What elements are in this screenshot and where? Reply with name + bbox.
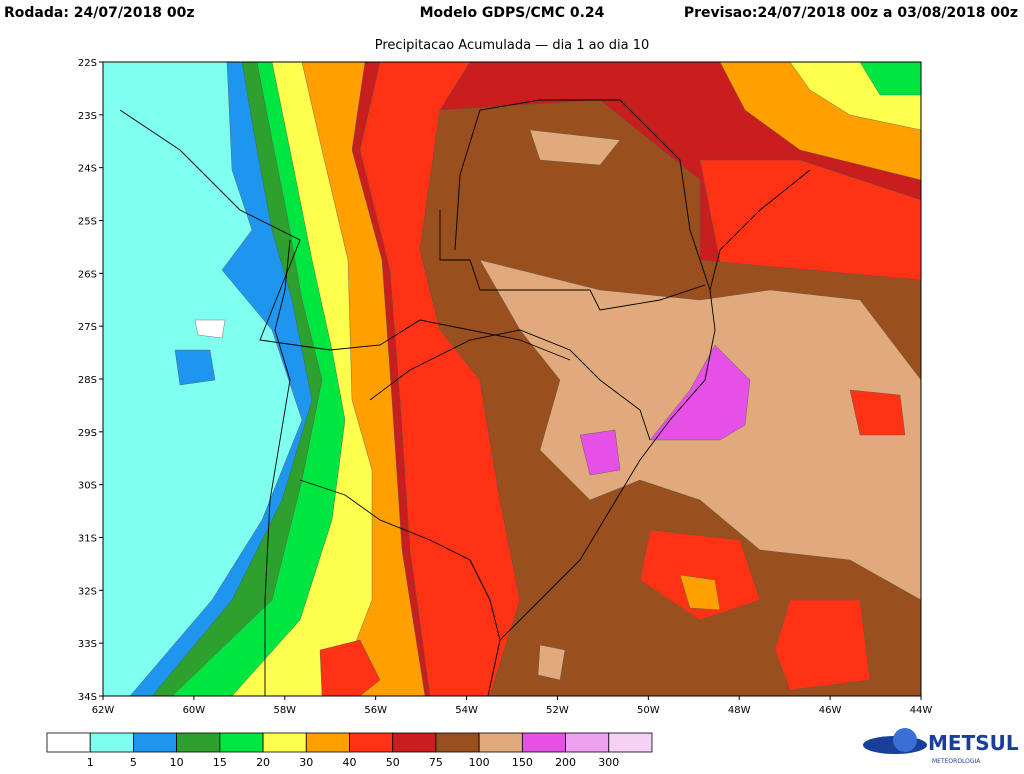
precip-area <box>639 529 761 621</box>
precip-area <box>319 639 381 696</box>
precip-area <box>849 389 906 436</box>
colorbar-label: 75 <box>429 756 443 769</box>
precip-area <box>579 429 621 476</box>
colorbar-label: 15 <box>213 756 227 769</box>
colorbar-label: 50 <box>386 756 400 769</box>
lat-label: 23S <box>78 111 97 122</box>
colorbar-swatch <box>176 732 221 753</box>
logo: METSUL METEOROLOGIA <box>863 728 1019 765</box>
logo-name: METSUL <box>928 731 1019 755</box>
lon-label: 46W <box>819 705 842 716</box>
colorbar-swatch <box>133 732 178 753</box>
lon-label: 44W <box>910 705 933 716</box>
colorbar-swatch <box>608 732 653 753</box>
colorbar-swatch <box>521 732 566 753</box>
lat-label: 33S <box>78 639 97 650</box>
colorbar-label: 150 <box>512 756 533 769</box>
colorbar-swatch <box>305 732 350 753</box>
colorbar-label: 200 <box>555 756 576 769</box>
precip-area <box>537 644 566 681</box>
logo-tagline: METEOROLOGIA <box>932 758 981 765</box>
border <box>454 99 711 291</box>
colorbar-label: 10 <box>170 756 184 769</box>
colorbar-swatch <box>565 732 610 753</box>
lon-label: 56W <box>364 705 387 716</box>
precip-area <box>699 159 921 281</box>
lon-label: 50W <box>637 705 660 716</box>
precip-area <box>194 319 226 339</box>
lat-label: 27S <box>78 322 97 333</box>
precip-area <box>774 599 871 691</box>
run-time: Rodada: 24/07/2018 00z <box>4 5 194 21</box>
lon-label: 60W <box>183 705 206 716</box>
lat-label: 30S <box>78 481 97 492</box>
precip-area <box>679 574 721 611</box>
colorbar-label: 30 <box>299 756 313 769</box>
border <box>487 169 811 696</box>
lat-label: 34S <box>78 692 97 703</box>
precip-area <box>859 62 921 96</box>
axis-ticks: 62W 60W 58W 56W 54W 52W 50W 48W 46W 44W 22S 23S 24S 2… <box>78 58 932 716</box>
border <box>264 239 291 696</box>
colorbar-label: 40 <box>343 756 357 769</box>
lat-label: 29S <box>78 428 97 439</box>
colorbar-label: 100 <box>469 756 490 769</box>
lon-label: 52W <box>546 705 569 716</box>
colorbar-swatch <box>219 732 264 753</box>
lon-label: 58W <box>273 705 296 716</box>
precip-map <box>103 62 921 696</box>
precip-area <box>529 129 621 166</box>
lat-label: 22S <box>78 58 97 69</box>
lon-label: 48W <box>728 705 751 716</box>
colorbar-label: 1 <box>87 756 94 769</box>
lat-label: 31S <box>78 534 97 545</box>
lat-label: 25S <box>78 217 97 228</box>
colorbar-swatch <box>262 732 307 753</box>
colorbar-swatch <box>392 732 437 753</box>
lon-label: 62W <box>92 705 115 716</box>
precip-area <box>649 344 751 441</box>
model-name: Modelo GDPS/CMC 0.24 <box>420 5 605 21</box>
lat-label: 28S <box>78 375 97 386</box>
colorbar: 1 5 10 15 20 30 40 50 75 100 150 200 300 <box>46 732 653 769</box>
colorbar-swatch <box>478 732 523 753</box>
colorbar-label: 20 <box>256 756 270 769</box>
border <box>439 210 706 311</box>
lat-label: 32S <box>78 586 97 597</box>
lat-label: 26S <box>78 269 97 280</box>
subtitle: Precipitacao Acumulada — dia 1 ao dia 10 <box>375 38 650 53</box>
lat-label: 24S <box>78 164 97 175</box>
colorbar-swatch <box>435 732 480 753</box>
colorbar-label: 5 <box>130 756 137 769</box>
border <box>369 329 651 441</box>
border <box>119 109 571 361</box>
border <box>299 479 501 641</box>
lon-label: 54W <box>455 705 478 716</box>
colorbar-label: 300 <box>598 756 619 769</box>
colorbar-swatch <box>349 732 394 753</box>
colorbar-swatch <box>46 732 91 753</box>
forecast-range: Previsao:24/07/2018 00z a 03/08/2018 00z <box>684 5 1018 21</box>
precip-area <box>174 349 216 386</box>
logo-sphere <box>893 728 917 752</box>
colorbar-swatch <box>89 732 134 753</box>
